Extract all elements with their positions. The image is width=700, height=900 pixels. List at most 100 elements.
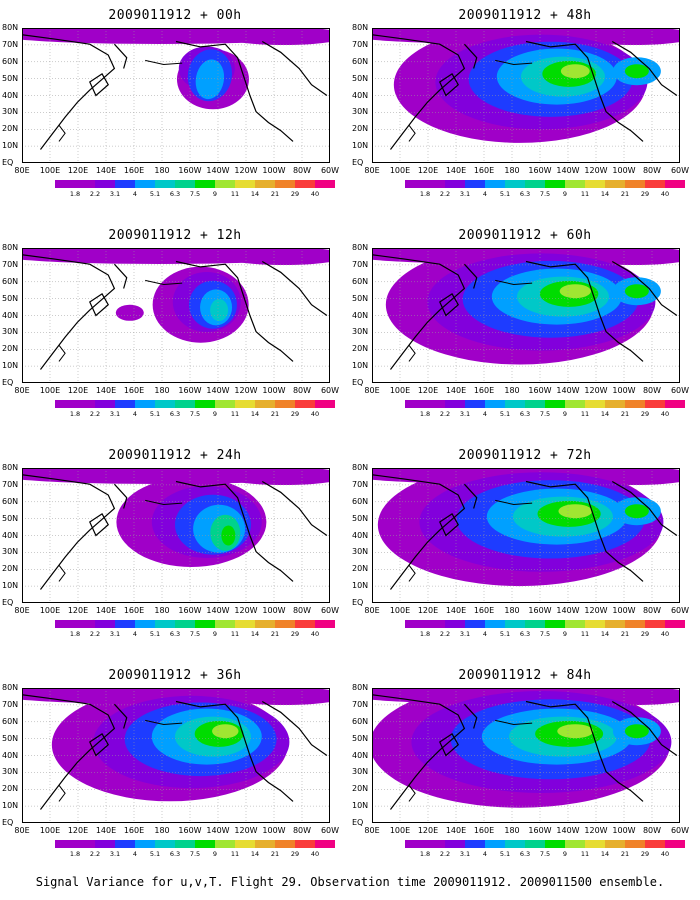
colorbar-tick-label: 5.1 <box>499 190 511 198</box>
asia-coastline <box>22 34 116 150</box>
north-america-coastline <box>175 480 294 582</box>
hudson-coastline <box>261 480 328 536</box>
latitude-label: EQ <box>352 598 364 607</box>
colorbar-swatch <box>645 840 665 848</box>
colorbar-tick-label: 4 <box>132 850 138 858</box>
panel-title: 2009011912 + 12h <box>108 228 242 243</box>
latitude-label: 70N <box>352 699 369 709</box>
panel-title: 2009011912 + 84h <box>458 668 592 683</box>
colorbar-tick-label: 6.3 <box>519 630 531 638</box>
longitude-label: 60W <box>320 166 340 175</box>
colorbar-swatch <box>445 620 465 628</box>
island-coastline <box>58 344 66 362</box>
colorbar-swatch <box>465 840 485 848</box>
colorbar-tick-label: 40 <box>310 850 320 858</box>
variance-shading <box>115 304 144 321</box>
longitude-label: 60W <box>320 386 340 395</box>
colorbar-swatch <box>55 400 75 408</box>
longitude-label: 160E <box>123 606 145 615</box>
north-america-coastline <box>175 40 294 142</box>
colorbar-tick-label: 5.1 <box>499 410 511 418</box>
latitude-label: 40N <box>2 90 19 100</box>
colorbar-tick-label: 9 <box>562 850 568 858</box>
kamchatka-coastline <box>463 263 478 289</box>
aleutian-islands <box>145 279 183 285</box>
signal-variance-map <box>372 248 680 383</box>
variance-shading <box>559 284 591 299</box>
longitude-label: 140W <box>556 386 580 395</box>
colorbar-swatch <box>55 620 75 628</box>
colorbar-swatch <box>295 620 315 628</box>
forecast-panel: 2009011912 + 84h 80N 70N 60N 50N 40N 30N 20N 10N… <box>350 660 700 880</box>
island-coastline <box>408 784 416 802</box>
latitude-label: 10N <box>2 581 19 591</box>
longitude-label: 180 <box>154 826 170 835</box>
latitude-label: 10N <box>2 141 19 151</box>
longitude-label: 60W <box>670 606 690 615</box>
longitude-label: 180 <box>154 166 170 175</box>
longitude-label: 60W <box>670 166 690 175</box>
latitude-label: 60N <box>2 716 19 726</box>
longitude-label: 100E <box>39 606 61 615</box>
colorbar-swatch <box>645 620 665 628</box>
forecast-panel: 2009011912 + 00h 80N 70N 60N 50N 40N 30N 20N 10N… <box>0 0 350 220</box>
longitude-label: 140E <box>95 166 117 175</box>
island-coastline <box>58 784 66 802</box>
latitude-label: EQ <box>352 378 364 387</box>
longitude-label: 100E <box>39 386 61 395</box>
colorbar-swatch <box>75 180 95 188</box>
colorbar-swatch <box>275 620 295 628</box>
panel-title: 2009011912 + 48h <box>458 8 592 23</box>
colorbar-swatch <box>95 840 115 848</box>
longitude-label: 140W <box>556 166 580 175</box>
colorbar-swatch <box>405 840 425 848</box>
longitude-label: 60W <box>320 606 340 615</box>
latitude-label: 10N <box>352 141 369 151</box>
colorbar-swatch <box>585 840 605 848</box>
longitude-label: 80W <box>642 166 662 175</box>
colorbar-swatch <box>445 840 465 848</box>
colorbar-swatch <box>525 400 545 408</box>
colorbar-swatch <box>465 620 485 628</box>
colorbar-swatch <box>625 400 645 408</box>
colorbar-swatch <box>295 180 315 188</box>
colorbar-swatch <box>315 620 335 628</box>
colorbar-swatch <box>95 400 115 408</box>
longitude-label: 120W <box>234 166 258 175</box>
colorbar-swatch <box>135 840 155 848</box>
colorbar-swatch <box>215 620 235 628</box>
colorbar-tick-label: 2.2 <box>439 630 451 638</box>
colorbar-tick-label: 4 <box>132 190 138 198</box>
longitude-label: 140E <box>445 386 467 395</box>
longitude-label: 120W <box>584 166 608 175</box>
colorbar-swatch <box>645 400 665 408</box>
variance-shading <box>222 468 330 485</box>
panel-title: 2009011912 + 60h <box>458 228 592 243</box>
longitude-label: 80W <box>292 826 312 835</box>
longitude-label: 120W <box>234 386 258 395</box>
longitude-label: 100E <box>389 606 411 615</box>
longitude-label: 140W <box>206 606 230 615</box>
colorbar-swatch <box>445 400 465 408</box>
colorbar-swatch <box>115 840 135 848</box>
colorbar-tick-label: 40 <box>310 630 320 638</box>
colorbar-tick-label: 9 <box>562 190 568 198</box>
latitude-label: 80N <box>352 683 369 692</box>
colorbar-tick-label: 11 <box>580 630 590 638</box>
longitude-label: 140E <box>95 386 117 395</box>
hudson-coastline <box>611 260 678 316</box>
longitude-label: 160W <box>528 386 552 395</box>
longitude-label: 100W <box>612 606 636 615</box>
latitude-label: 60N <box>352 716 369 726</box>
latitude-label: 60N <box>2 56 19 66</box>
colorbar-swatch <box>275 400 295 408</box>
panel-title: 2009011912 + 36h <box>108 668 242 683</box>
colorbar-tick-label: 5.1 <box>499 630 511 638</box>
longitude-label: 60W <box>320 826 340 835</box>
latitude-label: EQ <box>2 818 14 827</box>
colorbar-swatch <box>405 180 425 188</box>
colorbar-swatch <box>505 840 525 848</box>
colorbar-tick-label: 5.1 <box>149 410 161 418</box>
latitude-label: 80N <box>352 243 369 252</box>
longitude-label: 80W <box>642 606 662 615</box>
